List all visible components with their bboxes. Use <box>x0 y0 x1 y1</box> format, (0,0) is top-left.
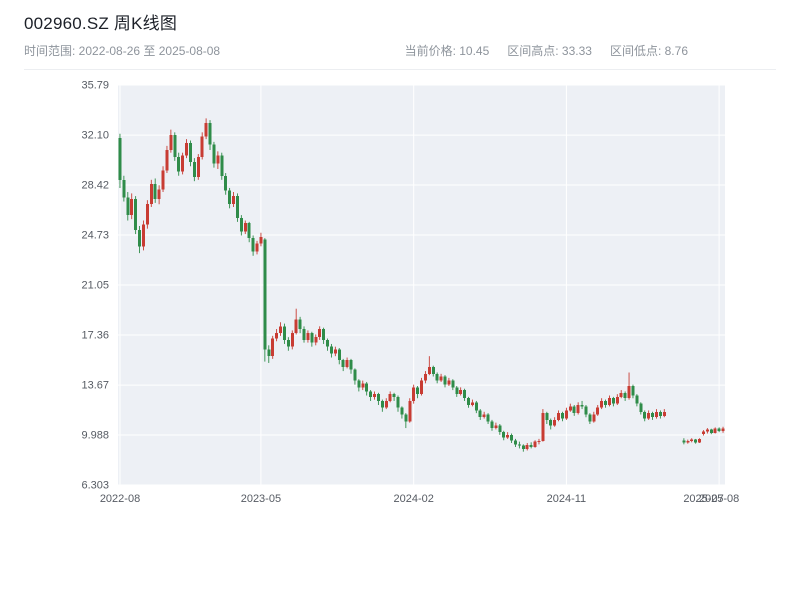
svg-text:32.10: 32.10 <box>81 130 109 142</box>
svg-text:2025-08: 2025-08 <box>699 493 739 505</box>
kline-chart: 6.303 9.988 13.67 17.36 21.05 24.73 28.42 32.10… <box>0 70 800 600</box>
svg-text:2022-08: 2022-08 <box>100 493 140 505</box>
range-high-label: 区间高点: 33.33 <box>507 44 592 58</box>
svg-text:13.67: 13.67 <box>81 380 109 392</box>
price-metrics: 当前价格: 10.45 区间高点: 33.33 区间低点: 8.76 <box>405 44 688 59</box>
svg-text:24.73: 24.73 <box>81 230 109 242</box>
header: 002960.SZ 周K线图 时间范围: 2022-08-26 至 2025-0… <box>0 0 800 70</box>
time-range-label: 时间范围: 2022-08-26 至 2025-08-08 <box>24 44 221 58</box>
svg-text:2024-02: 2024-02 <box>394 493 434 505</box>
subheader: 时间范围: 2022-08-26 至 2025-08-08 当前价格: 10.4… <box>24 44 776 70</box>
svg-text:2023-05: 2023-05 <box>241 493 281 505</box>
svg-text:21.05: 21.05 <box>81 280 109 292</box>
range-low-label: 区间低点: 8.76 <box>609 44 688 58</box>
page-title: 002960.SZ 周K线图 <box>24 14 178 33</box>
svg-text:9.988: 9.988 <box>81 430 109 442</box>
svg-text:17.36: 17.36 <box>81 330 109 342</box>
svg-text:2025-07: 2025-07 <box>683 493 723 505</box>
svg-text:6.303: 6.303 <box>81 480 109 492</box>
svg-text:28.42: 28.42 <box>81 180 109 192</box>
svg-text:35.79: 35.79 <box>81 80 109 92</box>
svg-text:2024-11: 2024-11 <box>547 493 587 505</box>
kline-chart-canvas: 6.303 9.988 13.67 17.36 21.05 24.73 28.42 32.10… <box>81 80 739 506</box>
current-price-label: 当前价格: 10.45 <box>404 44 490 58</box>
